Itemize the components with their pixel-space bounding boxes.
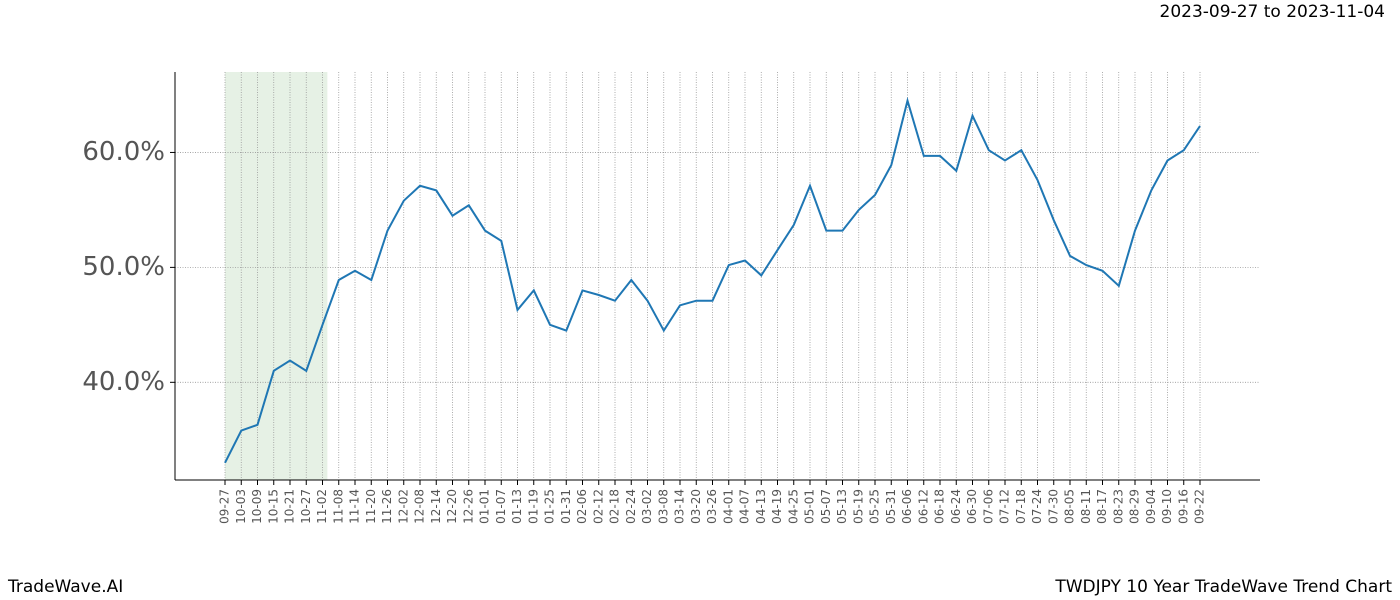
x-tick-label: 01-25 bbox=[543, 489, 557, 524]
x-tick-label: 05-31 bbox=[884, 489, 898, 524]
x-tick-label: 07-24 bbox=[1030, 489, 1044, 524]
x-tick-label: 11-14 bbox=[348, 489, 362, 524]
x-tick-label: 05-13 bbox=[835, 489, 849, 524]
x-tick-label: 12-20 bbox=[445, 489, 459, 524]
x-tick-label: 06-30 bbox=[965, 489, 979, 524]
x-tick-label: 12-26 bbox=[461, 489, 475, 524]
x-tick-label: 07-18 bbox=[1014, 489, 1028, 524]
x-tick-label: 06-12 bbox=[916, 489, 930, 524]
x-tick-label: 10-15 bbox=[266, 489, 280, 524]
x-tick-label: 09-22 bbox=[1193, 489, 1207, 524]
x-tick-label: 11-02 bbox=[315, 489, 329, 524]
x-tick-label: 10-03 bbox=[234, 489, 248, 524]
x-tick-label: 04-01 bbox=[721, 489, 735, 524]
x-tick-label: 05-19 bbox=[851, 489, 865, 524]
x-tick-label: 10-09 bbox=[250, 489, 264, 524]
x-tick-label: 02-18 bbox=[608, 489, 622, 524]
x-tick-label: 12-02 bbox=[396, 489, 410, 524]
footer-brand: TradeWave.AI bbox=[7, 577, 123, 597]
chart-subtitle: 2023-09-27 to 2023-11-04 bbox=[1160, 2, 1385, 22]
x-tick-label: 04-25 bbox=[786, 489, 800, 524]
x-tick-label: 03-26 bbox=[705, 489, 719, 524]
x-tick-label: 03-08 bbox=[656, 489, 670, 524]
x-tick-label: 08-11 bbox=[1079, 489, 1093, 524]
x-tick-label: 02-24 bbox=[624, 489, 638, 524]
x-tick-label: 03-02 bbox=[640, 489, 654, 524]
x-tick-label: 05-25 bbox=[868, 489, 882, 524]
x-tick-label: 04-19 bbox=[770, 489, 784, 524]
x-tick-label: 01-07 bbox=[494, 489, 508, 524]
x-tick-label: 10-27 bbox=[299, 489, 313, 524]
x-tick-label: 03-20 bbox=[689, 489, 703, 524]
x-tick-label: 09-16 bbox=[1176, 489, 1190, 524]
trend-line bbox=[224, 96, 1201, 464]
x-tick-label: 09-10 bbox=[1160, 489, 1174, 524]
x-tick-label: 01-13 bbox=[510, 489, 524, 524]
x-tick-label: 08-17 bbox=[1095, 489, 1109, 524]
x-tick-label: 04-13 bbox=[754, 489, 768, 524]
x-tick-label: 10-21 bbox=[283, 489, 297, 524]
x-tick-label: 06-24 bbox=[949, 489, 963, 524]
x-tick-label: 11-08 bbox=[331, 489, 345, 524]
x-tick-label: 06-06 bbox=[900, 489, 914, 524]
x-tick-label: 07-30 bbox=[1046, 489, 1060, 524]
x-tick-label: 12-08 bbox=[413, 489, 427, 524]
highlight-band bbox=[225, 72, 328, 480]
y-tick-label: 60.0% bbox=[82, 137, 165, 167]
x-tick-label: 02-06 bbox=[575, 489, 589, 524]
x-tick-label: 02-12 bbox=[591, 489, 605, 524]
x-tick-label: 08-05 bbox=[1063, 489, 1077, 524]
x-tick-label: 11-20 bbox=[364, 489, 378, 524]
x-tick-label: 08-23 bbox=[1111, 489, 1125, 524]
x-tick-label: 09-04 bbox=[1144, 489, 1158, 524]
x-tick-label: 07-12 bbox=[998, 489, 1012, 524]
x-tick-label: 03-14 bbox=[673, 489, 687, 524]
x-tick-label: 08-29 bbox=[1128, 489, 1142, 524]
x-tick-label: 01-31 bbox=[559, 489, 573, 524]
x-tick-label: 12-14 bbox=[429, 489, 443, 524]
y-tick-label: 50.0% bbox=[82, 252, 165, 282]
x-tick-label: 09-27 bbox=[218, 489, 232, 524]
x-tick-label: 06-18 bbox=[933, 489, 947, 524]
footer-title: TWDJPY 10 Year TradeWave Trend Chart bbox=[1054, 577, 1392, 597]
y-tick-label: 40.0% bbox=[82, 367, 165, 397]
x-tick-label: 11-26 bbox=[380, 489, 394, 524]
x-tick-label: 01-01 bbox=[478, 489, 492, 524]
x-tick-label: 05-01 bbox=[803, 489, 817, 524]
x-tick-label: 05-07 bbox=[819, 489, 833, 524]
x-tick-label: 04-07 bbox=[738, 489, 752, 524]
x-tick-label: 01-19 bbox=[526, 489, 540, 524]
x-tick-label: 07-06 bbox=[981, 489, 995, 524]
